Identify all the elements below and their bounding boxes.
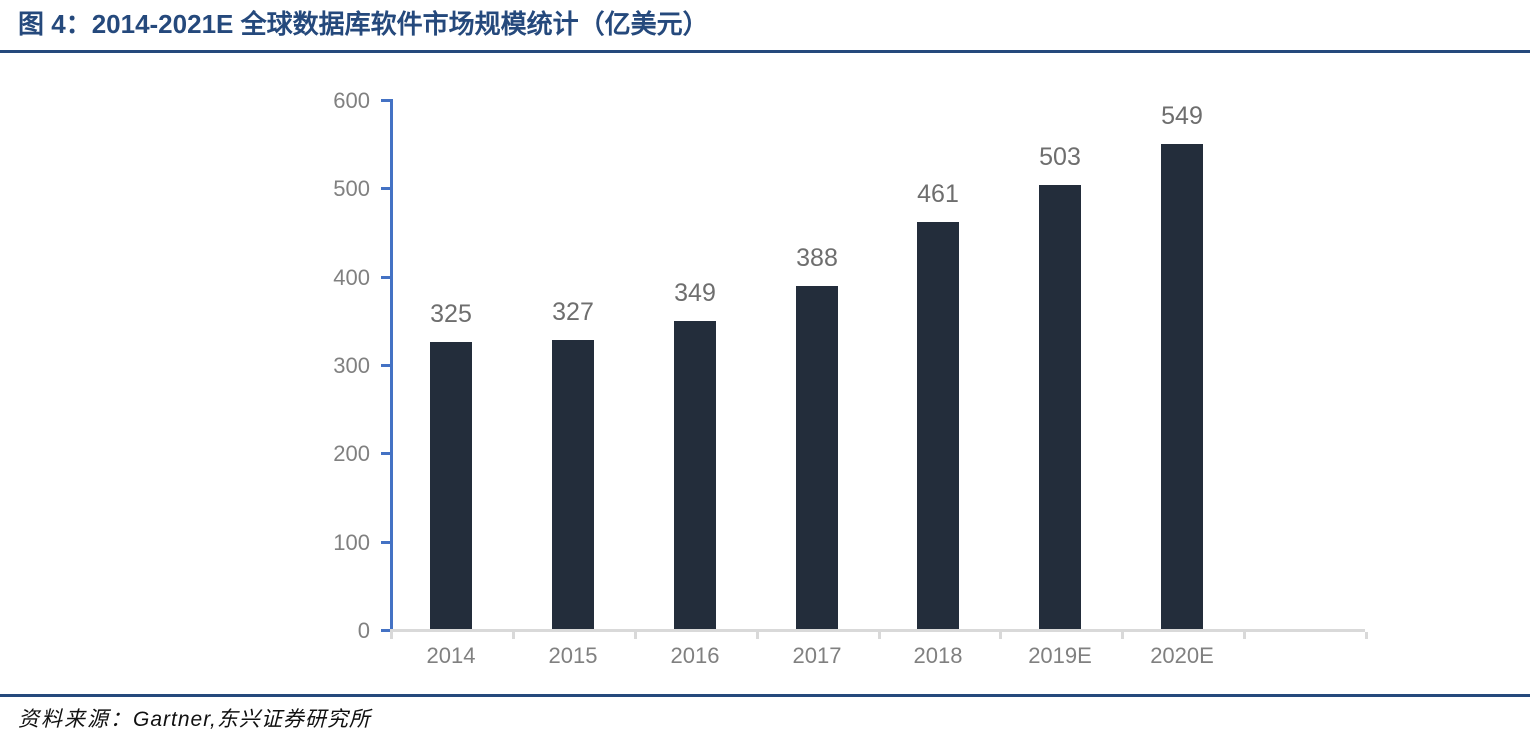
bar-value-label: 549	[1161, 102, 1203, 130]
x-axis-tick	[1121, 632, 1124, 639]
x-axis-label: 2017	[792, 643, 842, 668]
x-axis-label: 2014	[426, 643, 476, 668]
x-axis-label: 2019E	[1028, 643, 1092, 668]
y-axis-tick	[381, 364, 390, 367]
y-axis-label: 300	[333, 353, 370, 378]
bar	[430, 342, 472, 629]
y-axis-label: 200	[333, 441, 370, 466]
bar-value-label: 327	[552, 298, 594, 326]
source-text: Gartner,东兴证券研究所	[133, 708, 371, 731]
bar	[552, 340, 594, 629]
source-line: 资料来源：Gartner,东兴证券研究所	[18, 704, 371, 735]
x-axis-tick	[634, 632, 637, 639]
footer-separator-rule	[0, 694, 1530, 697]
bar-value-label: 503	[1039, 143, 1081, 171]
y-axis-label: 0	[357, 618, 370, 643]
bar-value-label: 388	[796, 244, 838, 272]
x-axis-tick	[999, 632, 1002, 639]
bar-value-label: 325	[430, 300, 472, 328]
y-axis-tick	[381, 541, 390, 544]
figure-label: 图 4：	[18, 9, 92, 39]
x-axis-label: 2020E	[1150, 643, 1214, 668]
x-axis-tick	[512, 632, 515, 639]
x-axis-tick	[1243, 632, 1246, 639]
source-label: 资料来源：	[18, 707, 133, 731]
x-axis-tick	[878, 632, 881, 639]
figure-header: 图 4：2014-2021E 全球数据库软件市场规模统计（亿美元）	[18, 7, 709, 41]
y-axis-tick	[381, 629, 390, 632]
y-axis-label: 100	[333, 530, 370, 555]
bar-value-label: 349	[674, 279, 716, 307]
y-axis-label: 400	[333, 265, 370, 290]
bar	[1039, 185, 1081, 629]
y-axis-label: 600	[333, 88, 370, 113]
x-axis-tick	[1365, 632, 1368, 639]
x-axis-label: 2016	[670, 643, 720, 668]
y-axis-line	[390, 99, 393, 632]
figure-title: 2014-2021E 全球数据库软件市场规模统计（亿美元）	[91, 9, 709, 39]
x-axis-line	[390, 629, 1365, 632]
x-axis-tick	[390, 632, 393, 639]
x-axis-label: 2018	[913, 643, 963, 668]
y-axis-tick	[381, 99, 390, 102]
bar	[674, 321, 716, 629]
x-axis-tick	[756, 632, 759, 639]
y-axis-label: 500	[333, 176, 370, 201]
y-axis-tick	[381, 187, 390, 190]
title-separator-rule	[0, 50, 1530, 53]
bar-value-label: 461	[917, 180, 959, 208]
bar	[1161, 144, 1203, 629]
y-axis-tick	[381, 276, 390, 279]
x-axis-label: 2015	[548, 643, 598, 668]
bar	[796, 286, 838, 629]
bar	[917, 222, 959, 629]
y-axis-tick	[381, 452, 390, 455]
